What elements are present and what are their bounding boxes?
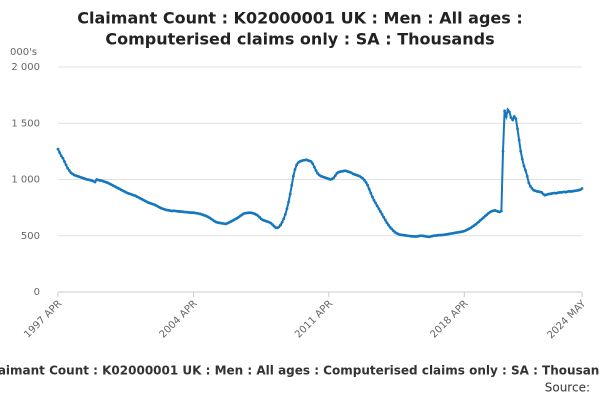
x-tick-label: 2024 MAY	[546, 298, 589, 341]
point	[580, 187, 584, 190]
point	[520, 157, 524, 161]
y-tick-label: 0	[34, 287, 40, 298]
point	[527, 181, 531, 185]
point	[374, 201, 378, 205]
x-tick-label: 2004 APR	[158, 298, 200, 340]
point	[380, 212, 384, 216]
point	[375, 204, 379, 208]
point	[379, 210, 382, 213]
source: Source:	[545, 381, 590, 395]
point	[64, 163, 68, 167]
point	[524, 169, 527, 172]
point	[377, 207, 381, 211]
point	[367, 187, 371, 191]
point	[277, 225, 281, 229]
point	[372, 198, 376, 202]
point	[332, 176, 336, 180]
point	[369, 191, 373, 195]
y-tick-label: 1 000	[11, 175, 40, 186]
point	[293, 167, 297, 171]
x-tick-label: 1997 APR	[22, 298, 64, 340]
point	[366, 183, 369, 187]
point	[58, 151, 62, 154]
point	[525, 174, 529, 178]
point	[503, 109, 507, 113]
chart-title: Computerised claims only : SA : Thousand…	[105, 30, 494, 49]
line	[57, 107, 583, 238]
y-tick-label: 2 000	[11, 62, 40, 73]
y-tick-label: 500	[21, 231, 40, 242]
point	[66, 166, 70, 170]
point	[509, 116, 513, 120]
point	[385, 221, 389, 225]
point	[522, 164, 526, 168]
point	[295, 163, 299, 167]
point	[283, 212, 287, 216]
point	[285, 207, 289, 211]
point	[56, 147, 60, 151]
point	[501, 149, 505, 153]
point	[288, 192, 292, 196]
point	[362, 178, 366, 182]
point	[291, 174, 295, 178]
point	[364, 180, 368, 184]
point	[511, 118, 515, 122]
x-tick-label: 2011 APR	[293, 298, 335, 340]
point	[61, 156, 65, 160]
point	[67, 169, 71, 172]
point	[383, 218, 387, 222]
point	[280, 220, 284, 224]
point	[514, 117, 518, 121]
point	[333, 174, 337, 177]
point	[290, 183, 294, 187]
footer: Claimant Count : K02000001 UK : Men : Al…	[0, 364, 600, 378]
point	[529, 184, 532, 188]
point	[314, 169, 318, 172]
point	[93, 180, 97, 184]
chart-title: Claimant Count : K02000001 UK : Men : Al…	[77, 9, 522, 28]
point	[287, 200, 290, 204]
point	[519, 149, 523, 153]
point	[504, 115, 508, 118]
point	[506, 108, 510, 112]
point	[387, 223, 390, 227]
point	[382, 215, 386, 219]
y-unit: 000's	[10, 47, 37, 58]
point	[59, 154, 63, 158]
point	[499, 209, 503, 213]
point	[309, 160, 313, 163]
point	[282, 217, 286, 221]
point	[517, 138, 521, 142]
point	[279, 223, 282, 227]
point	[63, 160, 66, 163]
x-tick-label: 2018 APR	[429, 298, 471, 340]
point	[516, 127, 519, 131]
point	[508, 110, 511, 114]
point	[312, 165, 316, 169]
point	[512, 115, 516, 118]
point	[371, 195, 374, 199]
point	[311, 162, 315, 166]
y-tick-label: 1 500	[11, 118, 40, 129]
